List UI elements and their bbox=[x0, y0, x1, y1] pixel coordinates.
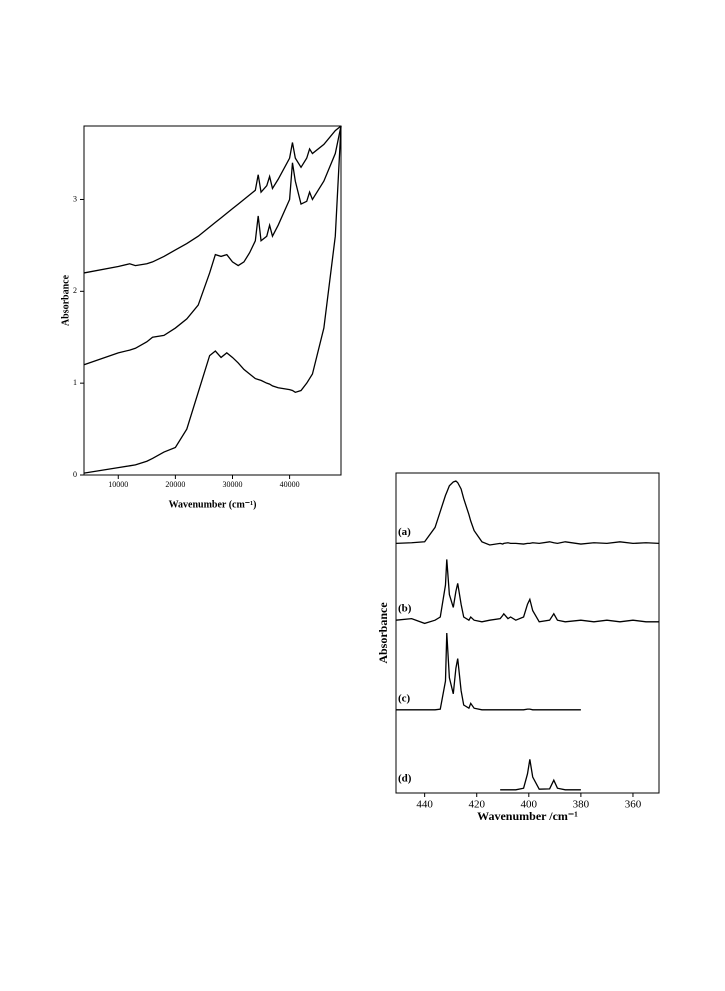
spectrum-line bbox=[500, 759, 581, 791]
y-tick-label: 0 bbox=[73, 470, 77, 479]
y-tick-label: 3 bbox=[73, 194, 77, 203]
x-tick-label: 440 bbox=[416, 799, 433, 811]
y-axis-label: Absorbance bbox=[376, 602, 390, 664]
x-tick-label: 400 bbox=[521, 799, 538, 811]
spectrum-line bbox=[395, 559, 659, 625]
x-tick-label: 420 bbox=[468, 799, 485, 811]
trace-label: (d) bbox=[398, 772, 412, 784]
plot-frame bbox=[83, 125, 342, 476]
trace-label: (a) bbox=[398, 526, 411, 538]
x-tick-label: 30000 bbox=[222, 480, 242, 489]
spectrum-line bbox=[83, 125, 342, 474]
x-tick-label: 380 bbox=[573, 799, 590, 811]
spectrum-line bbox=[83, 125, 342, 274]
x-tick-label: 360 bbox=[625, 799, 642, 811]
x-axis-label: Wavenumber (cm⁻¹) bbox=[169, 499, 257, 510]
spectrum-line bbox=[83, 125, 342, 366]
y-tick-label: 2 bbox=[73, 286, 77, 295]
x-tick-label: 20000 bbox=[165, 480, 185, 489]
spectrum-line bbox=[396, 632, 581, 711]
y-tick-label: 1 bbox=[73, 378, 77, 387]
spectrum-line bbox=[395, 480, 660, 546]
trace-label: (c) bbox=[398, 692, 411, 704]
x-tick-label: 10000 bbox=[108, 480, 128, 489]
trace-label: (b) bbox=[398, 603, 412, 615]
y-axis-label: Absorbance bbox=[60, 274, 71, 326]
x-tick-label: 40000 bbox=[280, 480, 300, 489]
x-axis-label: Wavenumber /cm⁻¹ bbox=[477, 809, 578, 823]
plot-frame bbox=[395, 472, 660, 794]
